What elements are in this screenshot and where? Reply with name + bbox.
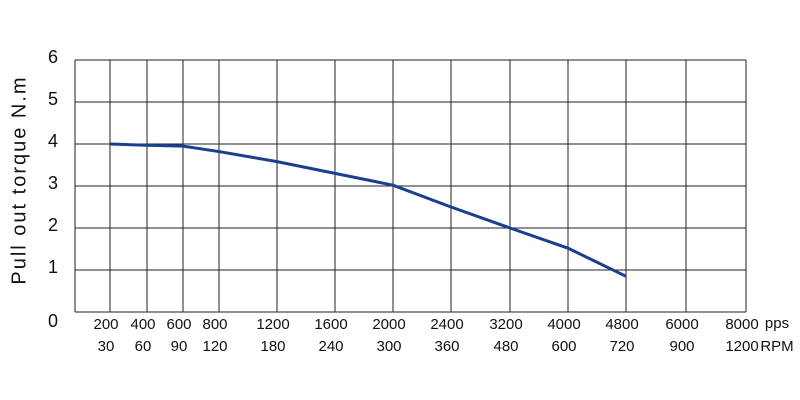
x2-tick-label: 30 xyxy=(98,338,115,355)
y-tick-label: 1 xyxy=(48,257,58,277)
y-tick-label: 6 xyxy=(48,47,58,67)
x2-tick-label: 720 xyxy=(609,338,634,355)
y-tick-label: 3 xyxy=(48,173,58,193)
x-tick-label: 1200 xyxy=(256,316,289,333)
x2-tick-label: 600 xyxy=(551,338,576,355)
x-tick-label: 400 xyxy=(130,316,155,333)
x-tick-label: 200 xyxy=(93,316,118,333)
data-line xyxy=(109,142,627,278)
x-tick-label: 2400 xyxy=(430,316,463,333)
x2-tick-label: 1200 xyxy=(725,338,758,355)
y-tick-label: 4 xyxy=(48,131,58,151)
x-tick-label: 2000 xyxy=(372,316,405,333)
x2-tick-label: 240 xyxy=(318,338,343,355)
x-tick-label: 4000 xyxy=(547,316,580,333)
x2-tick-label: 300 xyxy=(376,338,401,355)
y-axis-title: Pull out torque N.m xyxy=(8,75,30,284)
y-tick-label: 0 xyxy=(48,311,58,331)
x-tick-label: 4800 xyxy=(605,316,638,333)
x-tick-label: 800 xyxy=(202,316,227,333)
y-tick-label: 2 xyxy=(48,215,58,235)
x-tick-label: 3200 xyxy=(489,316,522,333)
x2-tick-label: 480 xyxy=(493,338,518,355)
x2-tick-label: 90 xyxy=(171,338,188,355)
y-tick-label: 5 xyxy=(48,89,58,109)
x2-tick-label: 120 xyxy=(202,338,227,355)
x2-tick-label: 900 xyxy=(669,338,694,355)
x-tick-label: 1600 xyxy=(314,316,347,333)
x-tick-label: 8000 xyxy=(725,316,758,333)
x-tick-label: 600 xyxy=(166,316,191,333)
x2-tick-label: 60 xyxy=(135,338,152,355)
x2-unit: RPM xyxy=(760,338,793,355)
x2-tick-label: 180 xyxy=(260,338,285,355)
x-unit: pps xyxy=(765,315,789,332)
x-tick-label: 6000 xyxy=(665,316,698,333)
x2-tick-label: 360 xyxy=(434,338,459,355)
